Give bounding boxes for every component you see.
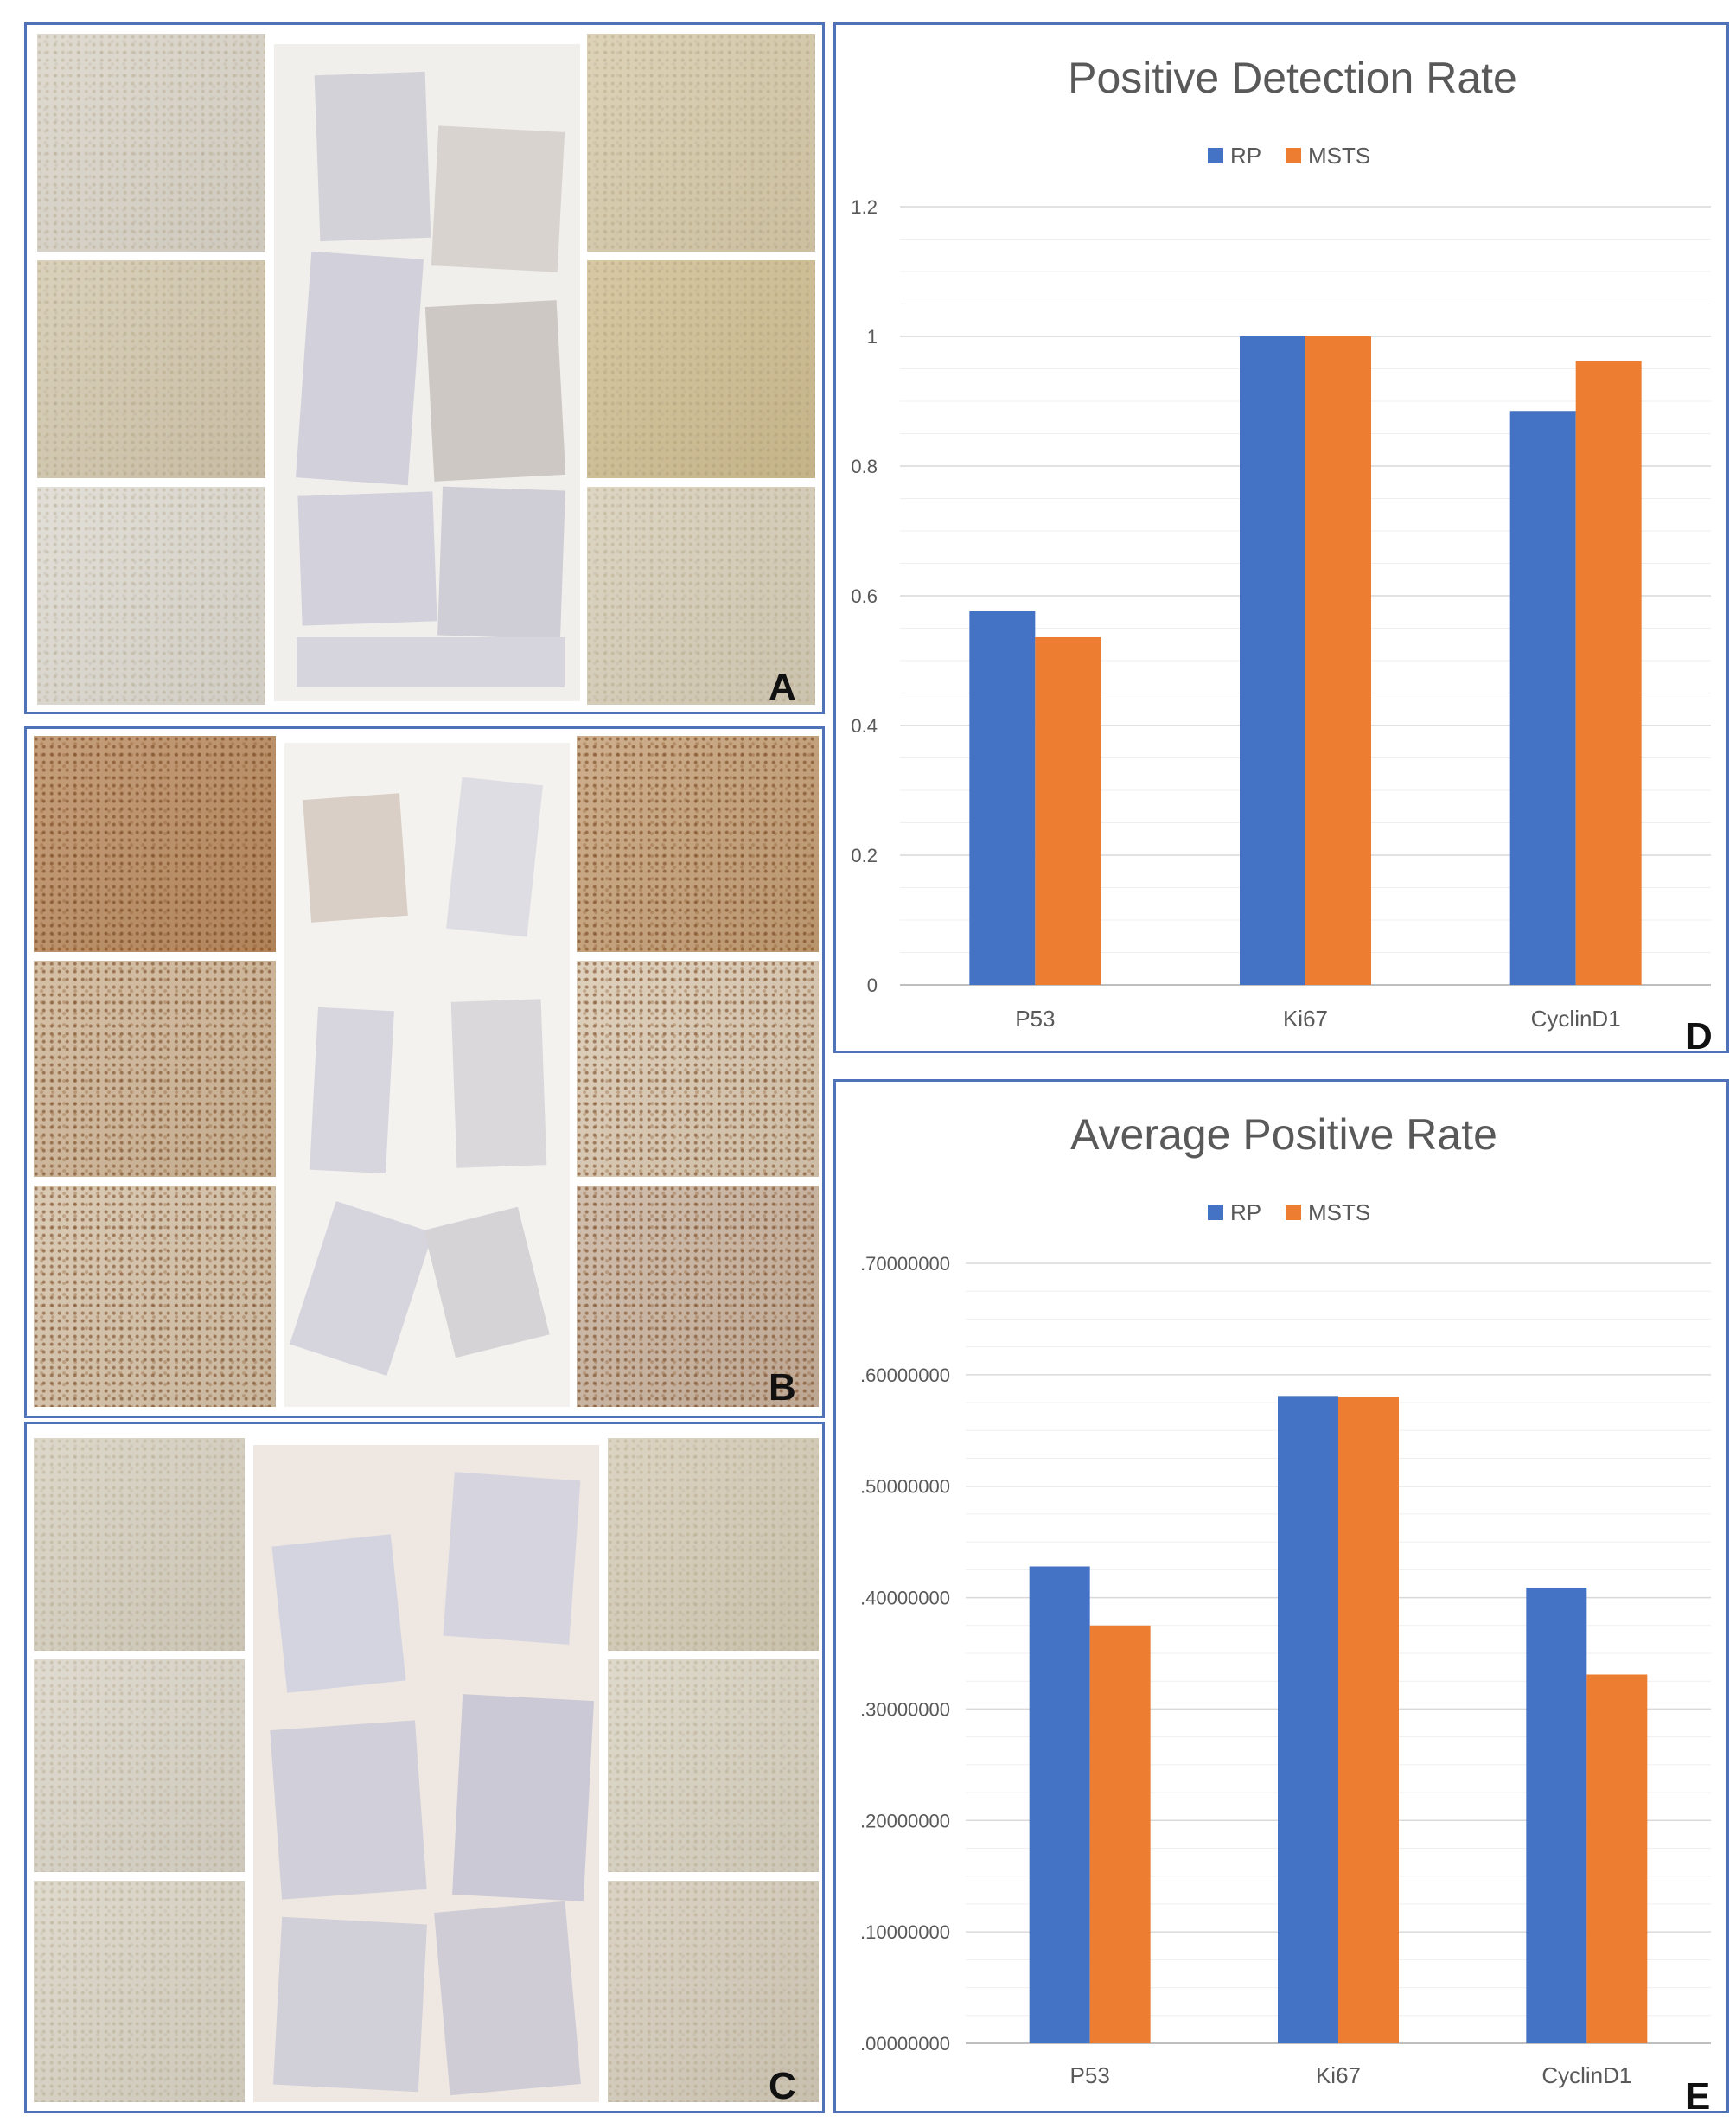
x-category-label: Ki67 [1316, 2062, 1361, 2088]
bar-rp-ki67 [1240, 336, 1305, 985]
micrograph-panel-c: C [24, 1422, 825, 2113]
y-tick-label: .70000000 [860, 1253, 950, 1275]
legend-swatch-msts [1286, 148, 1301, 163]
y-tick-label: .20000000 [860, 1810, 950, 1831]
micrograph-tile-b4 [577, 736, 819, 952]
bar-rp-cyclind1 [1526, 1587, 1587, 2043]
y-tick-label: 0.8 [851, 456, 878, 477]
x-category-label: CyclinD1 [1541, 2062, 1631, 2088]
tissue-section [431, 125, 565, 272]
bar-msts-cyclind1 [1586, 1674, 1648, 2043]
tissue-section [290, 1201, 433, 1376]
micrograph-panel-b: B [24, 726, 825, 1418]
tissue-section [452, 1694, 594, 1901]
micrograph-tile-a3 [37, 487, 265, 705]
micrograph-tile-b6 [577, 1186, 819, 1407]
whole-slide-c [253, 1445, 599, 2102]
x-category-label: CyclinD1 [1531, 1006, 1621, 1032]
chart-title: Positive Detection Rate [1068, 54, 1517, 102]
bar-msts-cyclind1 [1575, 361, 1642, 985]
bar-rp-p53 [1029, 1566, 1090, 2043]
legend-label-msts: MSTS [1308, 143, 1370, 169]
micrograph-tile-b3 [34, 1186, 276, 1407]
bar-rp-cyclind1 [1509, 411, 1576, 985]
bar-msts-ki67 [1305, 336, 1371, 985]
legend-swatch-rp [1208, 1205, 1223, 1220]
x-category-label: Ki67 [1283, 1006, 1328, 1032]
tissue-section [270, 1720, 427, 1900]
y-tick-label: .50000000 [860, 1476, 950, 1498]
tissue-section [303, 793, 408, 923]
tissue-section [424, 300, 566, 482]
y-tick-label: .00000000 [860, 2033, 950, 2055]
chart-positive-detection-rate: Positive Detection Rate RP MSTS 0 0.2 0.4 0.6 0… [851, 54, 1711, 1032]
micrograph-tile-c6 [608, 1881, 819, 2102]
panel-label-e: E [1685, 2075, 1711, 2118]
legend-swatch-msts [1286, 1205, 1301, 1220]
chart-panel-d: Positive Detection Rate RP MSTS 0 0.2 0.4 0.6 0… [833, 22, 1729, 1058]
tissue-section [273, 1916, 427, 2093]
bar-msts-p53 [1035, 637, 1101, 985]
chart-title: Average Positive Rate [1070, 1110, 1497, 1159]
y-tick-label: 1.2 [851, 196, 878, 218]
micrograph-tile-a4 [587, 34, 815, 252]
micrograph-tile-c3 [34, 1881, 245, 2102]
tissue-section [297, 491, 437, 626]
tissue-section [296, 251, 424, 486]
micrograph-tile-a6 [587, 487, 815, 705]
micrograph-tile-a2 [37, 260, 265, 478]
y-tick-label: 0.6 [851, 585, 878, 607]
panel-label-d: D [1685, 1015, 1713, 1058]
bar-rp-p53 [969, 611, 1036, 985]
micrograph-tile-a1 [37, 34, 265, 252]
y-tick-label: .40000000 [860, 1588, 950, 1609]
tissue-section [443, 1472, 581, 1645]
micrograph-tile-b5 [577, 961, 819, 1177]
micrograph-tile-c4 [608, 1438, 819, 1651]
micrograph-tile-c1 [34, 1438, 245, 1651]
micrograph-tile-c5 [608, 1659, 819, 1872]
y-tick-label: 0 [867, 975, 878, 996]
chart-average-positive-rate: Average Positive Rate RP MSTS .00000000 .100… [860, 1110, 1711, 2088]
bar-msts-ki67 [1338, 1397, 1399, 2043]
tissue-section [434, 1901, 581, 2096]
panel-label-a: A [769, 666, 796, 708]
y-tick-label: .10000000 [860, 1921, 950, 1943]
tissue-section [446, 777, 543, 937]
y-tick-label: .60000000 [860, 1365, 950, 1386]
tissue-section [297, 637, 565, 687]
chart-panel-e: Average Positive Rate RP MSTS .00000000 .100… [833, 1079, 1729, 2118]
tissue-section [310, 1007, 394, 1174]
whole-slide-b [284, 743, 570, 1407]
tissue-section [314, 71, 431, 242]
tissue-section [271, 1534, 406, 1693]
y-tick-label: 1 [867, 326, 878, 348]
y-tick-label: .30000000 [860, 1698, 950, 1720]
x-category-label: P53 [1070, 2062, 1110, 2088]
bar-rp-ki67 [1278, 1396, 1338, 2043]
whole-slide-a [274, 44, 580, 701]
micrograph-tile-b1 [34, 736, 276, 952]
panel-label-b: B [769, 1366, 796, 1409]
x-category-label: P53 [1015, 1006, 1055, 1032]
tissue-section [450, 999, 547, 1168]
tissue-section [437, 486, 565, 640]
legend-label-rp: RP [1230, 1199, 1261, 1225]
micrograph-tile-b2 [34, 961, 276, 1177]
legend-label-rp: RP [1230, 143, 1261, 169]
y-tick-label: 0.4 [851, 715, 878, 737]
micrograph-tile-a5 [587, 260, 815, 478]
legend-label-msts: MSTS [1308, 1199, 1370, 1225]
panel-label-c: C [769, 2065, 796, 2107]
legend-swatch-rp [1208, 148, 1223, 163]
bar-msts-p53 [1089, 1625, 1151, 2043]
y-tick-label: 0.2 [851, 845, 878, 866]
micrograph-tile-c2 [34, 1659, 245, 1872]
micrograph-panel-a: A [24, 22, 825, 714]
tissue-section [424, 1206, 550, 1358]
